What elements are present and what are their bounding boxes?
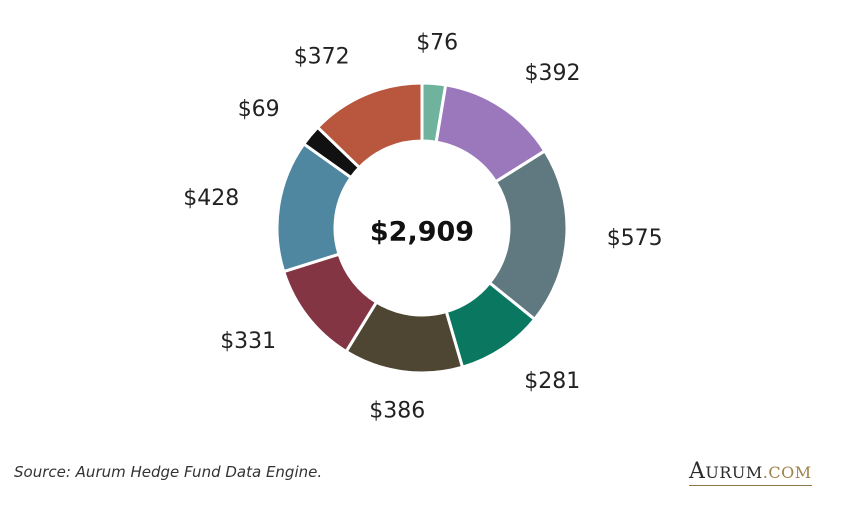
slice-value-label: $76 [416, 31, 458, 56]
total-label: $2,909 [370, 217, 474, 248]
slice-value-label: $69 [238, 97, 280, 122]
brand-name: URUM [705, 463, 763, 482]
brand-domain: .COM [762, 463, 812, 482]
slice-value-label: $372 [294, 45, 350, 70]
slice-value-label: $331 [220, 329, 276, 354]
slice-value-label: $428 [183, 186, 239, 211]
slice-value-label: $386 [369, 398, 425, 423]
brand-initial: A [689, 459, 706, 484]
slice-value-label: $392 [525, 61, 581, 86]
slice-value-label: $575 [607, 226, 663, 251]
donut-chart: $76 $392 $575 $281 $386 $331 $428 $69 $372 $2,90… [183, 31, 662, 424]
slice-labels: $76 $392 $575 $281 $386 $331 $428 $69 $372 [183, 31, 662, 424]
aurum-logo[interactable]: AURUM.COM [689, 459, 812, 486]
donut-slice [316, 81, 424, 170]
donut-slices [275, 81, 569, 375]
slice-value-label: $281 [524, 369, 580, 394]
source-note: Source: Aurum Hedge Fund Data Engine. [14, 463, 323, 481]
